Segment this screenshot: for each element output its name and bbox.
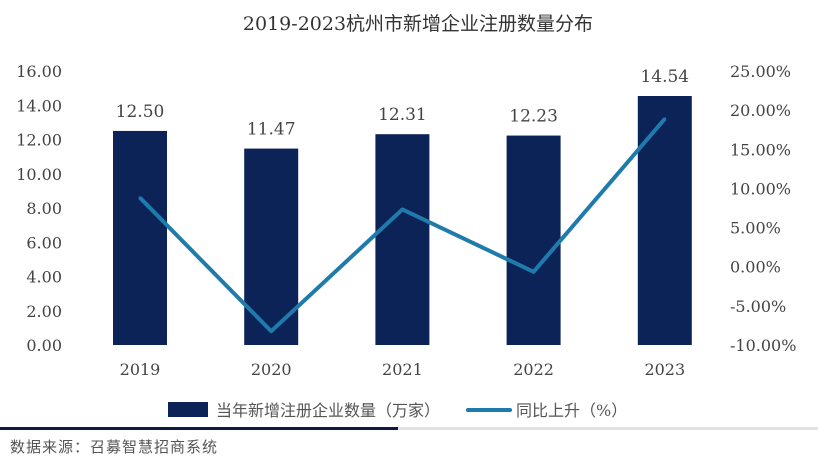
right-tick-label: 0.00% (730, 258, 781, 277)
left-tick-label: 14.00 (16, 96, 62, 115)
divider-dark (0, 427, 398, 430)
left-tick-label: 2.00 (26, 302, 62, 321)
bar-data-label: 12.50 (116, 102, 165, 122)
right-tick-label: 15.00% (730, 140, 791, 159)
divider-light (398, 427, 818, 430)
legend-bar-label: 当年新增注册企业数量（万家） (216, 401, 440, 420)
bar-2021 (375, 134, 430, 345)
bar-data-label: 14.54 (640, 67, 689, 87)
bar-data-label: 12.31 (378, 105, 427, 125)
category-label: 2023 (644, 360, 685, 379)
left-tick-label: 10.00 (16, 165, 62, 184)
line-point-2019 (138, 196, 142, 200)
category-label: 2020 (251, 360, 292, 379)
right-tick-label: 10.00% (730, 179, 791, 198)
left-tick-label: 0.00 (26, 336, 62, 355)
line-point-2020 (269, 329, 273, 333)
line-point-2022 (532, 270, 536, 274)
bar-2023 (637, 96, 692, 345)
left-tick-label: 4.00 (26, 268, 62, 287)
right-tick-label: 25.00% (730, 62, 791, 81)
category-label: 2019 (120, 360, 161, 379)
line-point-2023 (663, 117, 667, 121)
right-tick-label: 20.00% (730, 101, 791, 120)
category-label: 2022 (513, 360, 554, 379)
legend-bar-swatch (168, 402, 208, 417)
chart-title: 2019-2023杭州市新增企业注册数量分布 (243, 13, 593, 35)
right-tick-label: -5.00% (730, 297, 786, 316)
source-note: 数据来源：召募智慧招商系统 (10, 438, 219, 456)
bar-data-label: 11.47 (247, 120, 296, 140)
left-tick-label: 12.00 (16, 131, 62, 150)
bar-data-label: 12.23 (509, 107, 558, 127)
bar-2019 (113, 130, 167, 345)
legend-line-label: 同比上升（%） (516, 401, 627, 420)
left-tick-label: 6.00 (26, 233, 62, 252)
line-point-2021 (400, 207, 404, 211)
left-tick-label: 16.00 (16, 62, 62, 81)
right-tick-label: 5.00% (730, 219, 781, 238)
right-tick-label: -10.00% (730, 336, 796, 355)
bar-2022 (506, 135, 561, 345)
left-tick-label: 8.00 (26, 199, 62, 218)
category-label: 2021 (382, 360, 423, 379)
